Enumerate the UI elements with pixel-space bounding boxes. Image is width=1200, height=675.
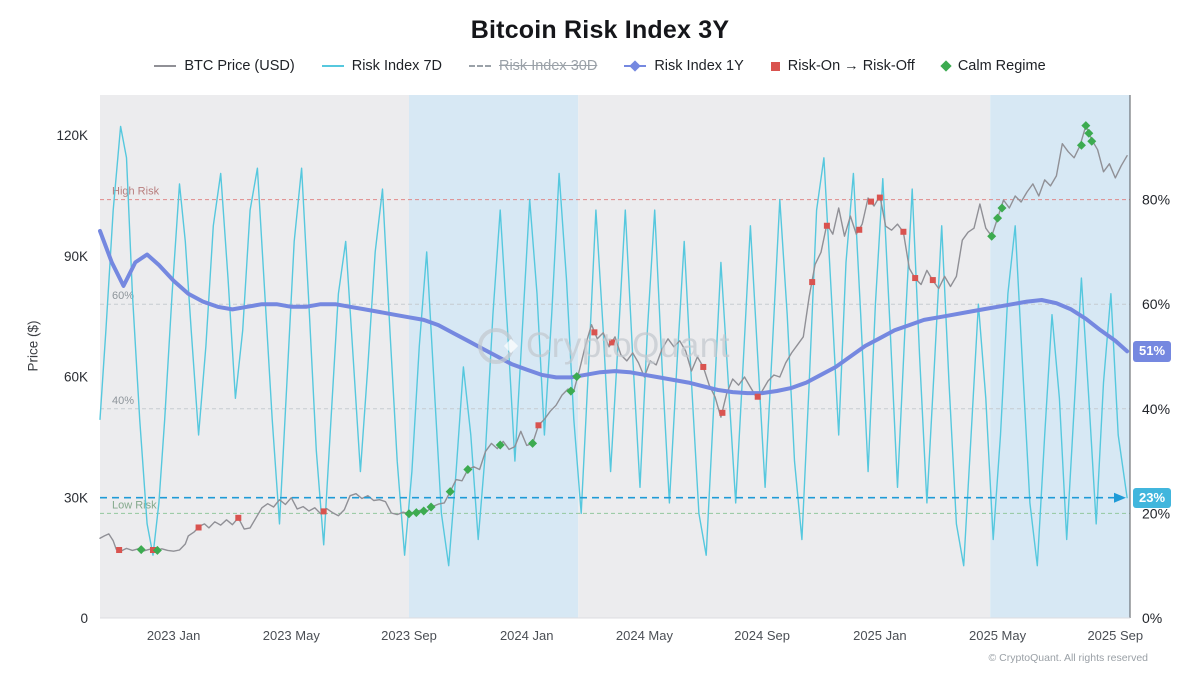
legend-label: Risk-On → Risk-Off	[787, 58, 915, 74]
arrow-right-icon	[1114, 492, 1126, 503]
legend-label: Calm Regime	[957, 58, 1046, 74]
x-tick-label: 2024 Jan	[500, 628, 554, 643]
calm-regime-marker	[993, 213, 1003, 223]
series-risk-index-7d	[99, 125, 1128, 567]
risk-off-marker	[912, 275, 919, 282]
x-tick-label: 2025 Sep	[1087, 628, 1143, 643]
risk-off-marker	[116, 547, 123, 554]
legend: BTC Price (USD) Risk Index 7D Risk Index 3…	[0, 58, 1200, 74]
legend-label: Risk Index 7D	[351, 58, 442, 74]
dashed-line-swatch-icon	[468, 65, 491, 67]
legend-item-risk-on-risk-off[interactable]: Risk-On → Risk-Off	[770, 58, 915, 74]
risk-index-1y-current-badge: 51%	[1133, 341, 1172, 362]
legend-item-btc-price-usd[interactable]: BTC Price (USD)	[154, 58, 295, 74]
calm-regime-marker	[495, 440, 505, 450]
y-left-tick-label: 90K	[64, 249, 88, 264]
calm-regime-marker	[1081, 121, 1091, 131]
risk-off-marker	[195, 524, 202, 531]
calm-regime-marker	[1087, 136, 1097, 146]
x-tick-label: 2023 Sep	[381, 628, 437, 643]
risk-off-marker	[535, 422, 542, 429]
calm-regime-marker	[152, 545, 162, 555]
x-tick-label: 2024 Sep	[734, 628, 790, 643]
y-right-tick-label: 40%	[1142, 401, 1170, 417]
x-tick-label: 2025 May	[969, 628, 1027, 643]
risk-off-marker	[856, 226, 863, 233]
legend-label: BTC Price (USD)	[184, 58, 295, 74]
calm-regime-marker	[1076, 140, 1086, 150]
risk-off-marker	[235, 514, 242, 521]
legend-label: Risk Index 30D	[498, 58, 598, 74]
y-left-tick-label: 0	[80, 611, 88, 626]
refline-label-forty-pct: 40%	[112, 395, 134, 407]
calm-regime-marker	[136, 545, 146, 555]
calm-regime-marker	[566, 386, 576, 396]
risk-index-7d-current-badge: 23%	[1133, 487, 1172, 508]
line-diamond-swatch-icon	[624, 60, 647, 72]
y-right-tick-label: 60%	[1142, 296, 1170, 312]
legend-item-risk-index-1y[interactable]: Risk Index 1Y	[624, 58, 744, 74]
risk-off-marker	[320, 508, 327, 515]
legend-item-risk-index-7d[interactable]: Risk Index 7D	[321, 58, 442, 74]
regime-band-blue	[990, 95, 1130, 618]
risk-off-marker	[700, 363, 707, 370]
series-risk-index-1y	[98, 229, 1130, 396]
calm-regime-marker	[987, 231, 997, 241]
calm-regime-marker	[1084, 128, 1094, 138]
risk-off-marker	[719, 409, 726, 416]
refline-label-high-risk: High Risk	[112, 186, 160, 198]
calm-regime-marker	[528, 438, 538, 448]
refline-label-sixty-pct: 60%	[112, 290, 134, 302]
calm-regime-marker	[463, 465, 473, 475]
risk-off-marker	[591, 329, 598, 336]
risk-off-marker	[823, 222, 830, 229]
risk-off-marker	[876, 194, 883, 201]
risk-off-marker	[900, 228, 907, 235]
x-tick-label: 2023 May	[263, 628, 321, 643]
risk-off-marker	[149, 547, 156, 554]
risk-off-marker	[929, 277, 936, 284]
legend-item-calm-regime[interactable]: Calm Regime	[940, 58, 1046, 74]
y-left-tick-label: 60K	[64, 370, 88, 385]
series-btc-price-usd	[99, 124, 1128, 552]
risk-off-marker	[809, 279, 816, 286]
y-right-tick-label: 20%	[1142, 505, 1170, 521]
x-tick-label: 2023 Jan	[147, 628, 201, 643]
x-tick-label: 2024 May	[616, 628, 674, 643]
line-swatch-icon	[154, 65, 177, 67]
copyright-footer: © CryptoQuant. All rights reserved	[988, 652, 1148, 664]
square-swatch-icon	[770, 61, 780, 71]
refline-label-low-risk: Low Risk	[112, 499, 157, 511]
legend-item-risk-index-30d[interactable]: Risk Index 30D	[468, 58, 598, 74]
calm-regime-marker	[445, 487, 455, 497]
calm-regime-marker	[404, 509, 414, 519]
y-left-tick-label: 30K	[64, 490, 88, 505]
regime-band-gray	[100, 95, 409, 618]
x-tick-label: 2025 Jan	[853, 628, 907, 643]
marker-group-risk-on-risk-off	[116, 194, 936, 554]
risk-off-marker	[754, 393, 761, 400]
calm-regime-marker	[411, 508, 421, 518]
marker-group-calm-regime	[136, 121, 1097, 555]
calm-regime-marker	[419, 506, 429, 516]
y-right-tick-label: 80%	[1142, 192, 1170, 208]
calm-regime-marker	[426, 502, 436, 512]
calm-regime-marker	[572, 372, 582, 382]
y-right-tick-label: 0%	[1142, 610, 1162, 626]
calm-regime-marker	[997, 203, 1007, 213]
risk-off-marker	[609, 339, 616, 346]
page-title: Bitcoin Risk Index 3Y	[470, 16, 730, 44]
legend-label: Risk Index 1Y	[654, 58, 744, 74]
line-swatch-icon	[321, 65, 344, 67]
regime-band-gray	[578, 95, 991, 618]
risk-off-marker	[868, 198, 875, 205]
y-left-tick-label: 120K	[56, 128, 88, 143]
